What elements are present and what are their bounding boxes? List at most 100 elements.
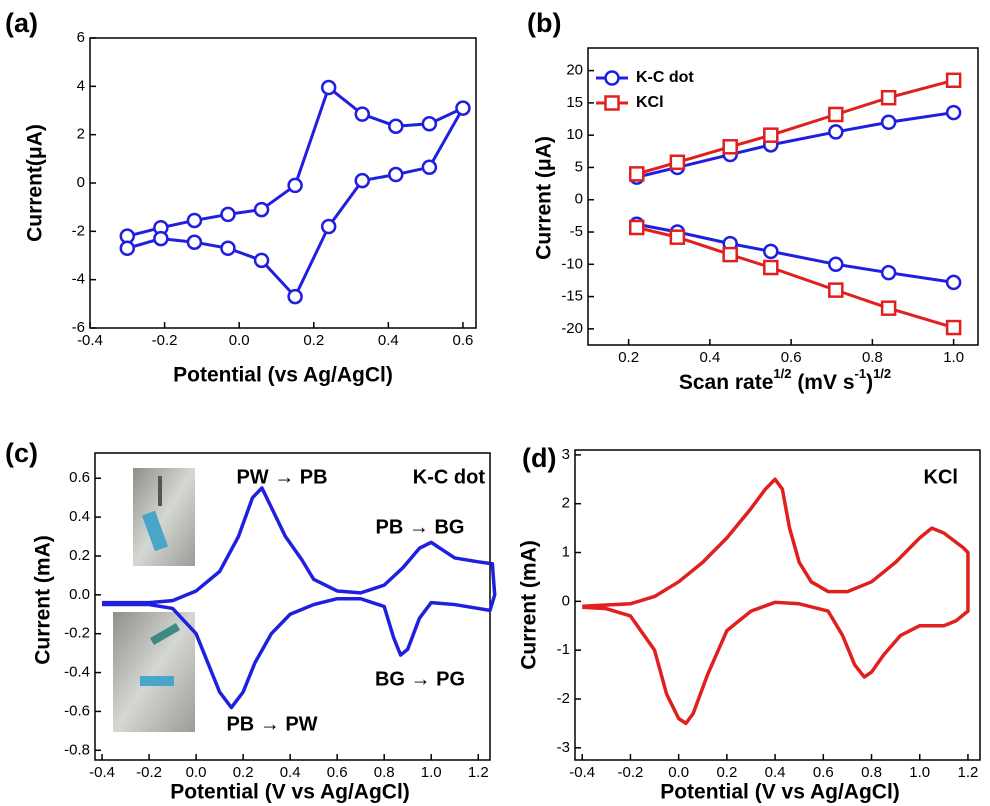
y-axis-label: Current (mA) [518,540,541,670]
x-tick-label: 0.0 [186,764,207,781]
marker [722,246,738,263]
y-tick-label: 0.6 [69,469,90,486]
panel-label: (b) [527,8,561,38]
annotation: BG → PG [375,668,465,690]
x-tick-label: 0.4 [280,764,301,781]
x-axis-label: Potential (V vs Ag/AgCl) [170,781,410,804]
marker [119,240,136,256]
x-tick-label: 1.2 [468,764,489,781]
y-tick-label: 0.2 [69,547,90,564]
x-axis-label-part: ) [866,371,873,394]
marker [880,264,897,281]
marker [287,288,303,305]
legend-marker [604,95,620,111]
y-tick-label: 6 [77,29,85,46]
y-tick-label: 15 [566,94,583,111]
marker [763,243,779,260]
marker [186,234,203,250]
x-axis-label-part: (mV s [791,371,854,394]
panel-label: (a) [5,8,38,38]
panel-label: (d) [522,443,556,473]
plot-frame [574,449,981,761]
marker [945,274,962,291]
y-axis-label: Current(μA) [24,124,47,242]
x-tick-label: 0.4 [699,349,720,366]
y-tick-label: -4 [72,271,85,288]
marker [320,79,337,96]
y-tick-label: 2 [77,126,85,143]
marker [945,72,962,89]
x-tick-label: 1.0 [909,764,930,781]
marker [220,240,236,256]
y-tick-label: -0.6 [64,702,90,719]
y-tick-label: -6 [72,319,85,336]
y-tick-label: -5 [570,223,583,240]
x-tick-label: 0.8 [374,764,395,781]
marker [253,252,270,269]
y-tick-label: 20 [566,62,583,79]
marker [220,206,236,223]
marker [828,124,844,140]
y-tick-label: 0.0 [69,586,90,603]
marker [421,159,438,176]
y-tick-label: -20 [561,320,583,337]
marker [828,106,844,123]
annotation: PW → PB [236,466,327,488]
x-tick-label: 0.2 [233,764,254,781]
x-axis-label-superscript: 1/2 [773,366,791,381]
y-axis-label: Current (μA) [533,136,556,260]
marker [722,139,738,155]
marker [828,256,844,273]
x-tick-label: 0.8 [861,764,882,781]
marker [945,319,962,336]
y-tick-label: -15 [561,288,583,305]
x-tick-label: -0.4 [89,764,115,781]
panel-label: (c) [5,438,38,468]
marker [763,127,779,143]
x-tick-label: -0.4 [77,332,103,349]
x-tick-label: 0.6 [453,332,474,349]
x-tick-label: -0.2 [136,764,162,781]
x-tick-label: -0.2 [618,764,644,781]
marker [669,154,686,171]
photo-inset-bottom [113,612,195,732]
y-tick-label: -0.8 [64,741,90,758]
annotation: K-C dot [413,466,486,488]
x-axis-label: Scan rate1/2 (mV s-1)1/2 [679,366,891,393]
y-tick-label: 0 [77,174,85,191]
legend-label: K-C dot [636,69,694,86]
x-axis-label-part: Scan rate [679,371,774,394]
x-tick-label: -0.4 [569,764,595,781]
x-tick-label: 0.6 [813,764,834,781]
data-line [102,486,497,710]
marker [253,201,270,218]
marker [354,106,371,122]
marker [320,218,337,235]
y-tick-label: 1 [562,543,570,560]
marker [880,89,897,106]
x-tick-label: 0.6 [781,349,802,366]
marker [186,212,203,229]
legend-marker [604,70,620,86]
x-tick-label: 0.2 [716,764,737,781]
x-tick-label: 0.4 [765,764,786,781]
x-tick-label: 0.2 [303,332,324,349]
y-tick-label: 3 [562,446,570,463]
x-tick-label: 0.4 [378,332,399,349]
marker [880,300,897,316]
y-tick-label: 5 [575,158,583,175]
x-tick-label: 0.0 [668,764,689,781]
legend-label: KCl [636,94,664,111]
y-axis-label: Current (mA) [32,535,55,665]
marker [629,219,645,236]
marker [763,259,779,276]
marker [153,230,169,247]
x-tick-label: -0.2 [152,332,178,349]
y-tick-label: -0.2 [64,625,90,642]
annotation: PB → BG [376,516,465,538]
data-line [582,477,970,726]
y-tick-label: 0.4 [69,508,90,525]
x-tick-label: 1.2 [958,764,979,781]
plot-frame [587,47,979,346]
y-tick-label: -1 [557,641,570,658]
